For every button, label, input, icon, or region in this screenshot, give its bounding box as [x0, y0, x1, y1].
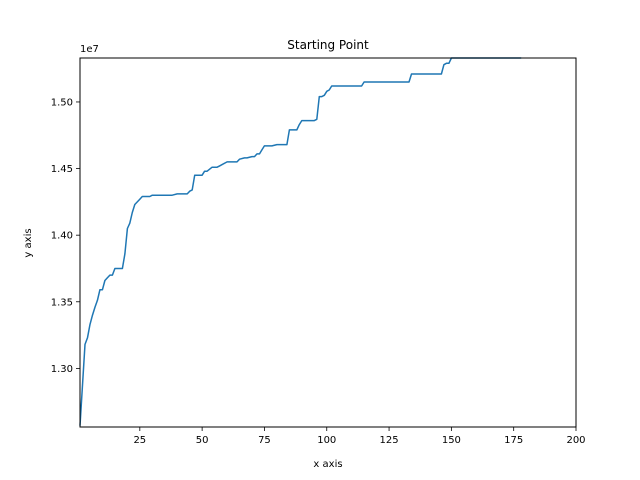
y-offset-label: 1e7: [80, 44, 99, 55]
x-tick-label: 150: [442, 435, 461, 446]
x-tick-label: 75: [258, 435, 271, 446]
plot-frame: [79, 57, 577, 428]
y-axis-ticks: 1.30 1.35 1.40 1.45 1.50: [51, 97, 80, 375]
y-tick-label: 1.50: [51, 97, 73, 108]
plot-area: 25 50 75 100 125 150 175 200 1.301.351.401.451.…: [51, 57, 586, 446]
x-tick-label: 100: [317, 435, 336, 446]
y-tick-label: 1.30: [51, 364, 73, 375]
series-line-0: [79, 57, 522, 426]
x-tick-label: 25: [133, 435, 146, 446]
x-axis-ticks: 25 50 75 100 125 150 175 200: [133, 427, 586, 446]
x-axis-label: x axis: [313, 459, 342, 470]
x-tick-label: 50: [196, 435, 209, 446]
y-axis-label: y axis: [23, 228, 34, 257]
x-tick-label: 200: [566, 435, 585, 446]
series-group: [79, 57, 522, 426]
x-tick-label: 175: [504, 435, 523, 446]
x-tick-label: 125: [380, 435, 399, 446]
chart-title: Starting Point: [287, 38, 369, 52]
y-tick-label: 1.35: [51, 297, 73, 308]
y-tick-label: 1.40: [51, 231, 73, 242]
y-tick-label: 1.45: [51, 164, 73, 175]
